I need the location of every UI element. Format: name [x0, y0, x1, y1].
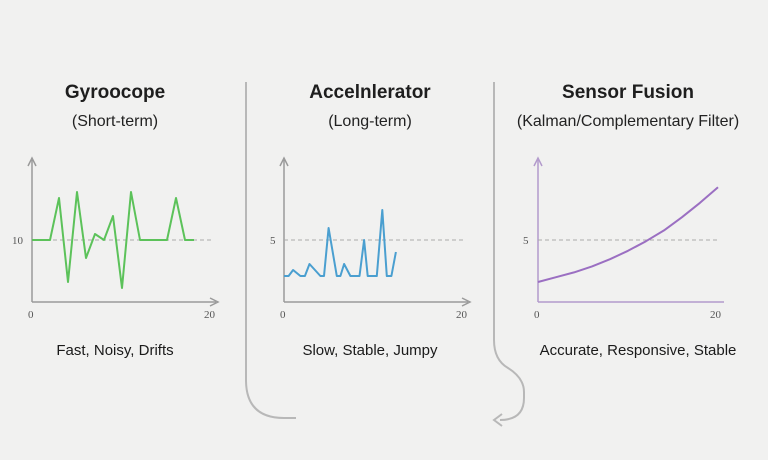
gyro-y-ref-label: 10: [12, 235, 24, 247]
separator-right: [493, 82, 525, 421]
fusion-caption: Accurate, Responsive, Stable: [539, 342, 737, 359]
accel-signal-line: [284, 209, 397, 277]
accel-caption: Slow, Stable, Jumpy: [302, 342, 438, 359]
gyro-x-end-label: 20: [204, 309, 216, 321]
fusion-y-ref-label: 5: [523, 235, 529, 247]
accel-title: Accelnlerator: [309, 82, 431, 103]
gyro-caption: Fast, Noisy, Drifts: [56, 342, 174, 359]
gyro-x-start-label: 0: [28, 309, 34, 321]
accel-y-ref-label: 5: [270, 235, 276, 247]
gyro-subtitle: (Short-term): [71, 113, 159, 130]
accel-x-end-label: 20: [456, 309, 468, 321]
fusion-y-arrow: [533, 156, 543, 167]
gyro-title: Gyroocope: [64, 82, 166, 103]
separator-arrow-head: [492, 413, 503, 427]
fusion-title: Sensor Fusion: [562, 82, 694, 103]
fusion-signal-line: [537, 186, 719, 283]
fusion-chart: 5 0 20: [523, 156, 724, 321]
accel-chart: 5 0 20: [270, 156, 472, 321]
fusion-subtitle: (Kalman/Complementary Filter): [516, 113, 740, 130]
fusion-x-end-label: 20: [710, 309, 722, 321]
gyro-x-arrow: [209, 297, 220, 307]
accel-x-start-label: 0: [280, 309, 286, 321]
separator-left: [245, 82, 296, 419]
gyro-chart: 10 0 20: [12, 156, 220, 321]
accel-y-arrow: [279, 156, 289, 167]
fusion-x-start-label: 0: [534, 309, 540, 321]
gyro-signal-line: [32, 191, 194, 289]
accel-x-arrow: [461, 297, 472, 307]
gyro-y-arrow: [27, 156, 37, 167]
accel-subtitle: (Long-term): [328, 113, 412, 130]
